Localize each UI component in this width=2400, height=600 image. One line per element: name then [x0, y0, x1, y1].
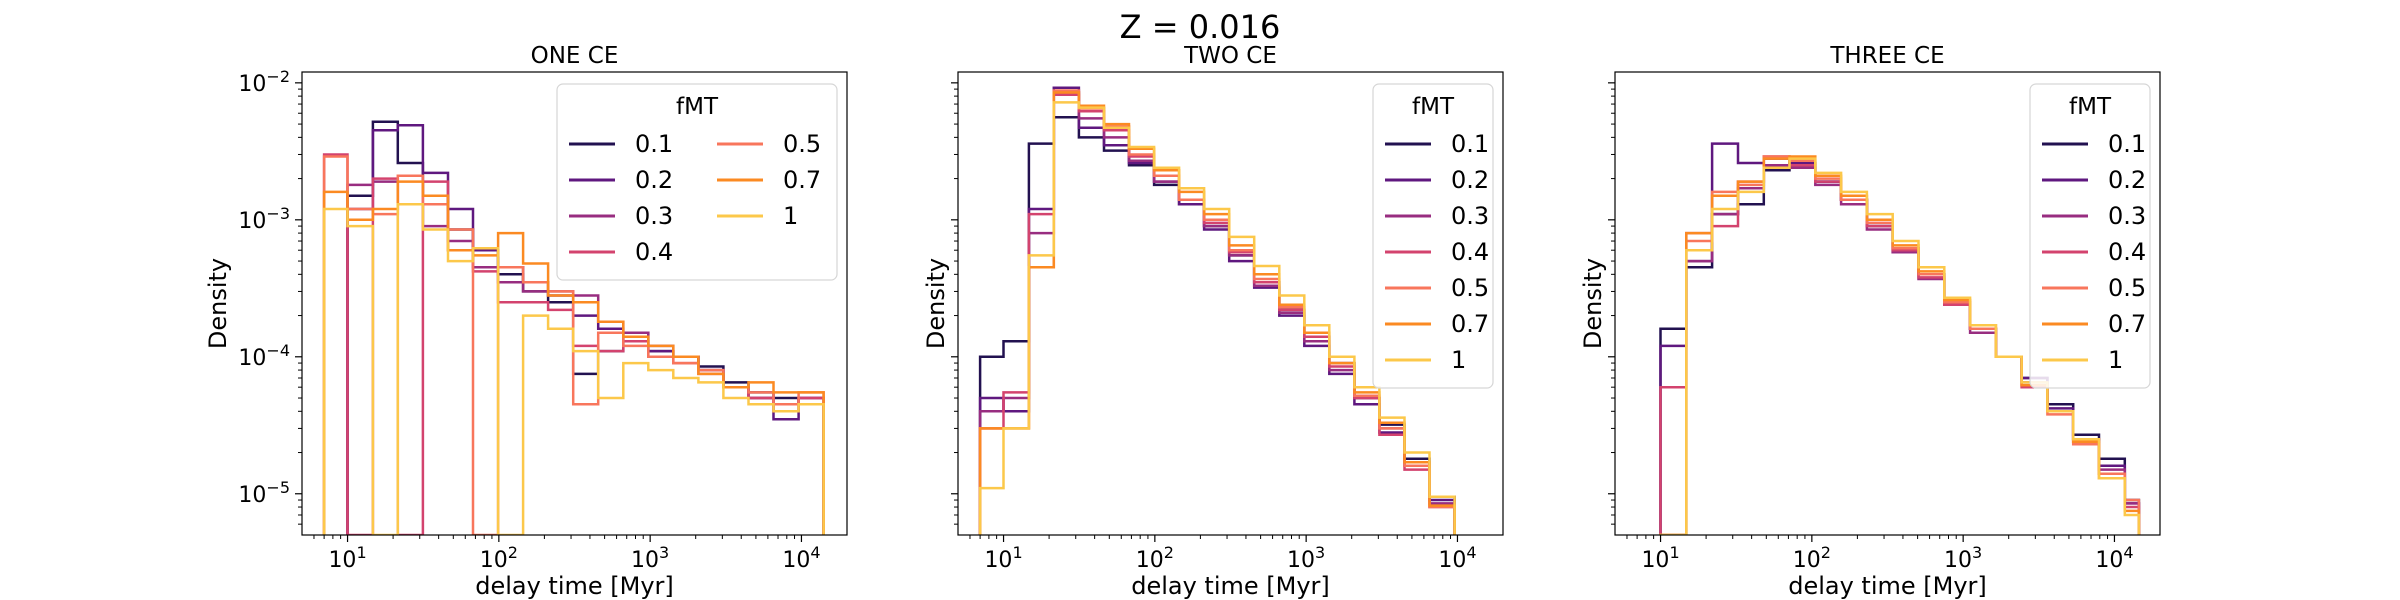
x-tick-label: 101 [1641, 543, 1679, 573]
axes-frame [1614, 71, 2161, 536]
legend-label-0.3: 0.3 [635, 202, 673, 230]
y-tick-label: 10−4 [238, 341, 290, 371]
legend-label-0.3: 0.3 [2108, 202, 2146, 230]
histogram-series-1 [978, 101, 1456, 535]
legend-title: fMT [2069, 94, 2112, 120]
legend-label-0.5: 0.5 [1451, 274, 1489, 302]
legend-label-0.4: 0.4 [2108, 238, 2146, 266]
axes-frame [301, 71, 848, 536]
chart-panel-1: 101 102 103 104 10−5 10−4 10−3 10−2 ONE CE delay … [204, 43, 848, 600]
x-axis-label: delay time [Myr] [1788, 572, 1987, 600]
legend: fMT 0.1 0.2 0.3 0.4 0.5 0.7 1 [1372, 83, 1494, 389]
series-group [1659, 142, 2141, 535]
legend-label-0.7: 0.7 [783, 166, 821, 194]
x-axis-label: delay time [Myr] [1131, 572, 1330, 600]
histogram-series-1 [1659, 157, 2141, 535]
histogram-series-0.7 [322, 180, 825, 535]
legend-label-1: 1 [1451, 346, 1466, 374]
legend-label-0.4: 0.4 [1451, 238, 1489, 266]
y-axis-label: Density [1579, 258, 1607, 349]
y-axis-label: Density [204, 258, 232, 349]
series-group [978, 86, 1456, 535]
legend-label-0.7: 0.7 [2108, 310, 2146, 338]
legend-frame [1372, 83, 1494, 389]
legend-label-1: 1 [2108, 346, 2123, 374]
x-tick-label: 104 [2095, 543, 2133, 573]
legend-label-0.2: 0.2 [1451, 166, 1489, 194]
y-tick-label: 10−5 [238, 478, 290, 508]
legend-title: fMT [1412, 94, 1455, 120]
x-tick-label: 102 [1136, 543, 1174, 573]
x-tick-label: 101 [328, 543, 366, 573]
x-tick-label: 103 [1287, 543, 1325, 573]
chart-title: ONE CE [531, 43, 619, 69]
legend-title: fMT [676, 94, 719, 120]
legend-label-0.3: 0.3 [1451, 202, 1489, 230]
chart-panel-3: 101 102 103 104 THREE CE delay time [Myr] Dens… [1579, 43, 2161, 600]
axes-frame [957, 71, 1504, 536]
x-tick-label: 103 [631, 543, 669, 573]
legend-frame [556, 83, 838, 281]
panels: 101 102 103 104 10−5 10−4 10−3 10−2 ONE CE delay … [204, 43, 2161, 600]
x-tick-label: 104 [1438, 543, 1476, 573]
figure-suptitle: Z = 0.016 [1120, 8, 1281, 46]
chart-panel-2: 101 102 103 104 TWO CE delay time [Myr] Densit… [922, 43, 1504, 600]
legend-label-1: 1 [783, 202, 798, 230]
legend-frame [2029, 83, 2151, 389]
x-tick-label: 101 [984, 543, 1022, 573]
legend-label-0.2: 0.2 [635, 166, 673, 194]
y-axis-label: Density [922, 258, 950, 349]
x-axis-label: delay time [Myr] [475, 572, 674, 600]
y-tick-label: 10−3 [238, 204, 290, 234]
histogram-series-1 [322, 202, 825, 535]
legend-label-0.1: 0.1 [635, 130, 673, 158]
legend-label-0.5: 0.5 [2108, 274, 2146, 302]
legend-label-0.4: 0.4 [635, 238, 673, 266]
x-tick-label: 103 [1944, 543, 1982, 573]
legend-label-0.7: 0.7 [1451, 310, 1489, 338]
x-tick-label: 104 [782, 543, 820, 573]
y-tick-label: 10−2 [238, 67, 290, 97]
legend: fMT 0.1 0.2 0.3 0.4 0.5 0.7 1 [2029, 83, 2151, 389]
legend-label-0.1: 0.1 [2108, 130, 2146, 158]
legend-label-0.5: 0.5 [783, 130, 821, 158]
x-tick-label: 102 [480, 543, 518, 573]
legend-label-0.1: 0.1 [1451, 130, 1489, 158]
chart-title: TWO CE [1183, 43, 1277, 69]
x-tick-label: 102 [1793, 543, 1831, 573]
chart-title: THREE CE [1829, 43, 1944, 69]
legend-label-0.2: 0.2 [2108, 166, 2146, 194]
series-group [322, 120, 825, 535]
